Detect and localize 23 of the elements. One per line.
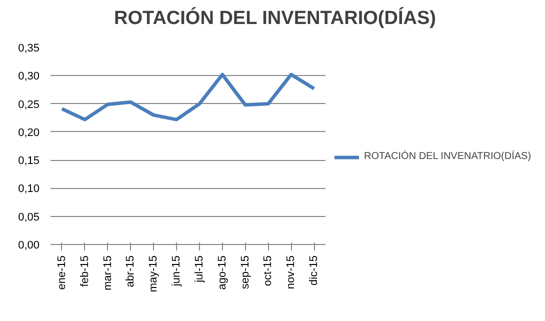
x-tick-label: may-15 (148, 256, 160, 292)
y-tick-label: 0,15 (18, 155, 40, 168)
y-tick-label: 0,05 (18, 212, 40, 224)
legend-label: ROTACIÓN DEL INVENATRIO(DÍAS) (364, 150, 532, 164)
chart-title: ROTACIÓN DEL INVENTARIO(DÍAS) (114, 6, 436, 31)
y-tick-label: 0,35 (18, 42, 40, 55)
y-tick-label: 0,20 (18, 127, 40, 140)
x-tick-label: nov-15 (285, 256, 298, 290)
x-tick-label: abr-15 (124, 256, 137, 288)
x-tick-label: sep-15 (239, 256, 252, 290)
line-series (60, 72, 316, 122)
y-tick-label: 0,10 (18, 183, 40, 196)
y-tick-label: 0,25 (18, 98, 40, 111)
x-tick-label: mar-15 (102, 256, 114, 290)
y-tick-label: 0,00 (18, 240, 40, 252)
x-tick-label: ago-15 (216, 256, 228, 290)
y-tick-label: 0,30 (18, 70, 40, 83)
x-tick-label: jul-15 (193, 256, 206, 284)
x-tick-label: ene-15 (56, 256, 68, 290)
x-tick-label: feb-15 (78, 256, 91, 287)
x-tick-label: jun-15 (170, 256, 183, 288)
x-tick-label: oct-15 (262, 256, 274, 286)
x-tick-label: dic-15 (308, 256, 320, 286)
